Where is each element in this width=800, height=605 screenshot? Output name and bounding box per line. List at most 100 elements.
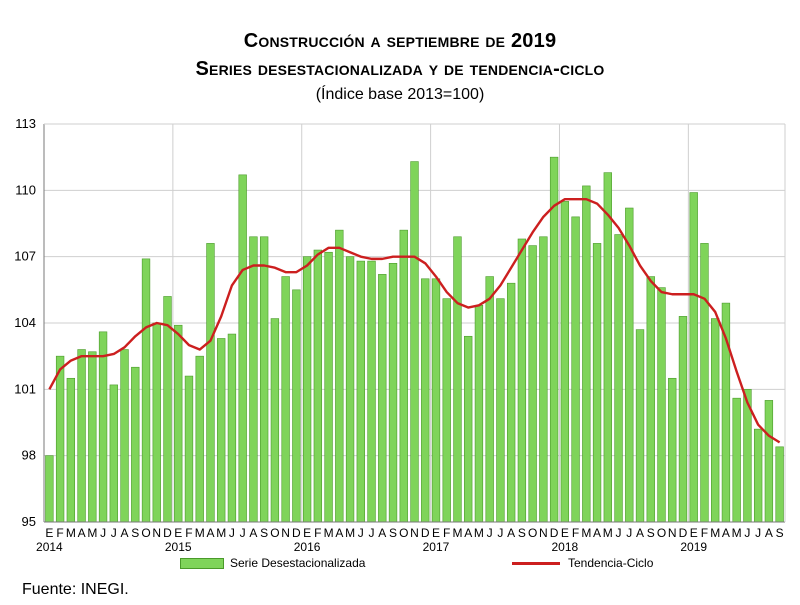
bar: [399, 229, 408, 523]
bar: [592, 243, 602, 523]
x-tick-month: J: [744, 526, 750, 540]
x-tick-month: D: [421, 526, 430, 540]
x-tick-year: 2014: [36, 540, 63, 554]
trend-line: [48, 197, 781, 444]
axes: [43, 123, 786, 523]
bar: [668, 377, 677, 523]
x-tick-year: 2015: [165, 540, 192, 554]
x-tick-year: 2016: [294, 540, 321, 554]
bar: [453, 236, 462, 523]
bar: [378, 274, 387, 523]
x-tick-month: S: [260, 526, 268, 540]
bar: [571, 216, 580, 523]
x-tick-month: M: [474, 526, 484, 540]
legend-item-trend: Tendencia-Ciclo: [512, 556, 653, 570]
x-tick-month: M: [732, 526, 742, 540]
x-tick-month: M: [195, 526, 205, 540]
bar: [367, 260, 376, 523]
bar: [66, 377, 76, 523]
bar: [217, 338, 226, 523]
bar: [474, 305, 484, 523]
x-tick-year: 2019: [680, 540, 707, 554]
x-tick-month: E: [690, 526, 698, 540]
bar: [732, 397, 741, 523]
x-tick-month: J: [626, 526, 632, 540]
x-tick-month: F: [701, 526, 708, 540]
bar: [356, 260, 365, 523]
y-tick-label: 107: [14, 249, 36, 264]
chart-title-line1: Construcción a septiembre de 2019: [243, 30, 557, 52]
x-tick-month: A: [206, 526, 214, 540]
bar: [88, 351, 97, 523]
y-tick-label: 98: [22, 448, 36, 463]
x-tick-month: A: [464, 526, 472, 540]
x-tick-month: D: [163, 526, 172, 540]
source-note: Fuente: INEGI.: [22, 581, 129, 598]
bar: [560, 201, 570, 523]
bar: [485, 276, 494, 523]
x-tick-month: O: [657, 526, 666, 540]
x-tick-month: S: [518, 526, 526, 540]
x-tick-month: N: [668, 526, 677, 540]
legend-label-bars: Serie Desestacionalizada: [230, 556, 366, 570]
x-tick-month: A: [765, 526, 773, 540]
x-tick-month: A: [722, 526, 730, 540]
bar: [313, 249, 323, 523]
x-tick-month: S: [131, 526, 139, 540]
x-tick-month: N: [281, 526, 290, 540]
x-tick-month: A: [249, 526, 257, 540]
bar: [324, 251, 333, 523]
bar: [109, 384, 118, 523]
bar: [152, 322, 161, 523]
bar: [131, 366, 140, 523]
x-tick-month: M: [324, 526, 334, 540]
bar: [614, 234, 623, 523]
x-tick-month: O: [399, 526, 408, 540]
legend-label-trend: Tendencia-Ciclo: [568, 556, 654, 570]
x-tick-month: F: [443, 526, 450, 540]
x-tick-month: M: [452, 526, 462, 540]
x-tick-month: S: [776, 526, 784, 540]
bar: [292, 289, 301, 523]
bar: [506, 282, 516, 523]
y-tick-label: 101: [14, 381, 36, 396]
x-tick-month: J: [487, 526, 493, 540]
x-tick-month: O: [528, 526, 537, 540]
bar: [582, 185, 591, 523]
bar: [227, 333, 237, 523]
x-tick-month: M: [710, 526, 720, 540]
bar: [345, 256, 355, 523]
x-tick-month: A: [78, 526, 86, 540]
bar: [281, 276, 290, 523]
bar: [249, 236, 258, 523]
x-tick-month: F: [314, 526, 321, 540]
y-tick-label: 110: [15, 182, 36, 197]
x-tick-month: E: [432, 526, 440, 540]
legend-item-bars: Serie Desestacionalizada: [180, 556, 365, 570]
x-tick-month: E: [561, 526, 569, 540]
bar: [753, 428, 763, 523]
y-tick-label: 104: [14, 315, 36, 330]
bar: [206, 243, 215, 523]
x-tick-year: 2017: [423, 540, 450, 554]
bar: [410, 161, 419, 523]
bar: [421, 278, 430, 523]
y-tick-label: 113: [15, 116, 36, 131]
legend: Serie Desestacionalizada Tendencia-Ciclo: [0, 556, 800, 574]
x-tick-year: 2018: [551, 540, 578, 554]
x-tick-month: M: [66, 526, 76, 540]
x-tick-month: A: [636, 526, 644, 540]
bar: [528, 245, 537, 523]
x-tick-month: M: [87, 526, 97, 540]
x-tick-month: J: [111, 526, 117, 540]
x-tick-month: J: [358, 526, 364, 540]
x-tick-month: M: [216, 526, 226, 540]
bar: [141, 258, 151, 523]
bar: [238, 174, 247, 523]
y-tick-labels: 95 98 101 104 107 110 113: [14, 116, 36, 529]
bar: [388, 262, 398, 523]
bar: [711, 318, 720, 523]
x-tick-month: N: [539, 526, 548, 540]
bar: [442, 298, 451, 523]
